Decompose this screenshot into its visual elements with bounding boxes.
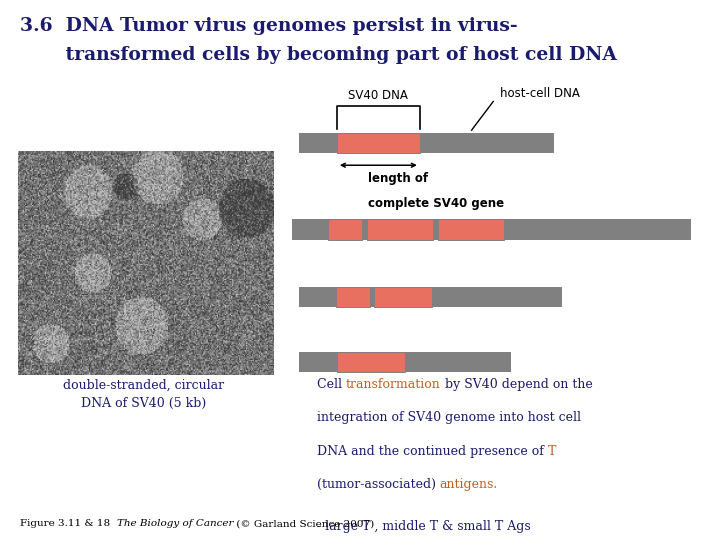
Bar: [337, 352, 405, 372]
Bar: [299, 287, 562, 307]
Text: antigens.: antigens.: [440, 478, 498, 491]
Text: (tumor-associated): (tumor-associated): [317, 478, 440, 491]
Text: Cell: Cell: [317, 378, 346, 391]
Text: DNA of SV40 (5 kb): DNA of SV40 (5 kb): [81, 397, 207, 410]
Text: complete SV40 gene: complete SV40 gene: [367, 197, 504, 210]
Text: integration of SV40 genome into host cell: integration of SV40 genome into host cel…: [317, 411, 581, 424]
Bar: [292, 219, 691, 240]
Text: SV40 DNA: SV40 DNA: [348, 89, 408, 102]
Text: - large T , middle T & small T Ags: - large T , middle T & small T Ags: [317, 520, 531, 533]
Text: host-cell DNA: host-cell DNA: [500, 87, 580, 100]
Text: double-stranded, circular: double-stranded, circular: [63, 379, 225, 392]
Bar: [299, 133, 554, 153]
Text: Figure 3.11 & 18: Figure 3.11 & 18: [20, 519, 117, 528]
Text: (© Garland Science 2007): (© Garland Science 2007): [233, 519, 374, 528]
Bar: [438, 219, 504, 240]
Bar: [337, 133, 420, 153]
Text: 3.6  DNA Tumor virus genomes persist in virus-: 3.6 DNA Tumor virus genomes persist in v…: [20, 17, 518, 35]
Bar: [336, 287, 370, 307]
Text: DNA and the continued presence of: DNA and the continued presence of: [317, 445, 548, 458]
Text: by SV40 depend on the: by SV40 depend on the: [441, 378, 593, 391]
Bar: [374, 287, 432, 307]
Text: transformed cells by becoming part of host cell DNA: transformed cells by becoming part of ho…: [20, 46, 617, 64]
Bar: [299, 352, 511, 372]
Text: T: T: [548, 445, 556, 458]
Text: The Biology of Cancer: The Biology of Cancer: [117, 519, 233, 528]
Text: transformation: transformation: [346, 378, 441, 391]
Bar: [367, 219, 433, 240]
Text: length of: length of: [367, 172, 428, 185]
Bar: [328, 219, 362, 240]
